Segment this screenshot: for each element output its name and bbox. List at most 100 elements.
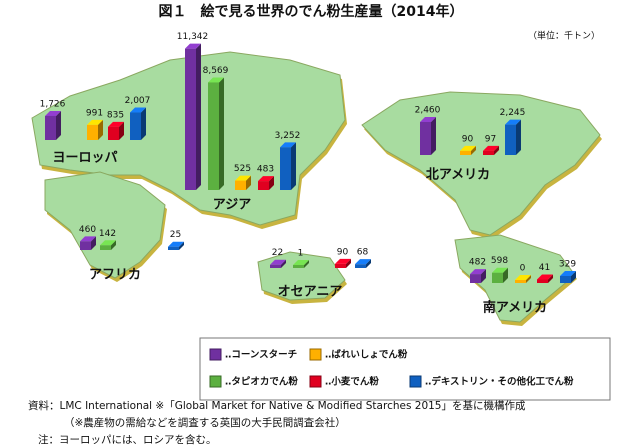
value-label: 991: [86, 108, 103, 118]
unit-label: （単位：千トン）: [528, 30, 600, 42]
value-label: 2,245: [500, 108, 526, 118]
bar-top: [560, 270, 576, 276]
value-label: 90: [337, 247, 349, 257]
bar-side: [269, 176, 274, 190]
value-label: 0: [520, 264, 526, 274]
bar-top: [108, 121, 124, 127]
bar-top: [235, 175, 251, 181]
legend-swatch: [409, 375, 422, 388]
legend-label: ‥コーンスターチ: [225, 349, 297, 361]
bar-top: [355, 259, 371, 265]
bar-side: [291, 142, 296, 190]
bar: [335, 263, 346, 268]
bar-top: [168, 241, 184, 247]
region-label: ヨーロッパ: [52, 151, 117, 166]
bar: [185, 48, 196, 191]
value-label: 11,342: [177, 32, 209, 42]
value-label: 525: [234, 164, 251, 174]
legend-label: ‥小麦でん粉: [325, 376, 379, 388]
bar-side: [526, 275, 531, 283]
bar-top: [45, 110, 61, 116]
value-label: 142: [99, 229, 116, 239]
note: 資料：LMC International ※「Global Market for…: [28, 399, 526, 412]
bar-side: [196, 43, 201, 191]
bar-side: [431, 116, 436, 155]
bar-top: [515, 275, 531, 280]
note: （※農産物の需給などを調査する英国の大手民間調査会社）: [64, 416, 346, 429]
legend-label: ‥タピオカでん粉: [225, 376, 298, 388]
region-label: 北アメリカ: [426, 168, 490, 183]
bar-side: [548, 274, 553, 283]
bar-top: [130, 107, 146, 113]
legend-label: ‥デキストリン・その他化工でん粉: [425, 376, 574, 388]
value-label: 90: [462, 134, 474, 144]
value-label: 25: [170, 230, 181, 240]
value-label: 68: [357, 248, 369, 258]
bar: [460, 150, 471, 155]
bar: [280, 147, 291, 190]
bar-side: [366, 259, 371, 268]
bar: [258, 181, 269, 190]
bar-top: [100, 240, 116, 246]
region-label: アジア: [213, 198, 251, 213]
bar-side: [471, 145, 476, 155]
chart-title: 図１ 絵で見る世界のでん粉生産量（2014年）: [159, 3, 464, 20]
bar-side: [503, 267, 508, 283]
bar-side: [281, 259, 286, 268]
bar: [505, 124, 516, 155]
bar: [492, 272, 503, 283]
bar: [293, 264, 304, 268]
bar-side: [304, 259, 309, 268]
bar: [560, 275, 571, 283]
value-label: 8,569: [203, 66, 229, 76]
value-label: 329: [559, 259, 576, 269]
bar-side: [494, 145, 499, 155]
bar-top: [470, 269, 486, 275]
bar: [208, 82, 219, 190]
bar: [483, 150, 494, 155]
value-label: 1: [298, 248, 304, 258]
legend-box: [199, 337, 611, 401]
bar-top: [335, 258, 351, 264]
legend-label: ‥ばれいしょでん粉: [325, 349, 408, 361]
value-label: 598: [491, 256, 508, 266]
value-label: 835: [107, 110, 124, 120]
region-label: オセアニア: [278, 285, 343, 300]
value-label: 2,460: [415, 105, 441, 115]
bar-top: [87, 119, 103, 125]
bar-top: [492, 267, 508, 273]
bar-side: [219, 77, 224, 190]
region-label: 南アメリカ: [483, 300, 547, 316]
bar-side: [571, 270, 576, 283]
value-label: 1,726: [40, 99, 66, 109]
bar-top: [208, 77, 224, 83]
bar: [108, 126, 119, 140]
bar-top: [460, 145, 476, 151]
bar: [420, 121, 431, 155]
value-label: 97: [485, 134, 496, 144]
bar-side: [346, 258, 351, 268]
value-label: 3,252: [275, 131, 301, 141]
value-label: 41: [539, 263, 550, 273]
bar-side: [141, 107, 146, 140]
bar-top: [537, 274, 553, 280]
bar-top: [280, 142, 296, 148]
bar: [45, 115, 56, 140]
bar-side: [481, 269, 486, 283]
bar-side: [98, 119, 103, 140]
bar-top: [483, 145, 499, 151]
bar-side: [516, 119, 521, 155]
bar: [235, 180, 246, 190]
value-label: 2,007: [125, 96, 151, 106]
bar-top: [270, 259, 286, 265]
value-label: 22: [272, 248, 283, 258]
legend-swatch: [209, 348, 222, 361]
bar: [168, 246, 179, 250]
bar-top: [185, 43, 201, 49]
bar-top: [505, 119, 521, 125]
bar-side: [111, 240, 116, 250]
bar: [270, 264, 281, 268]
bar-top: [258, 176, 274, 182]
bar: [515, 280, 526, 283]
